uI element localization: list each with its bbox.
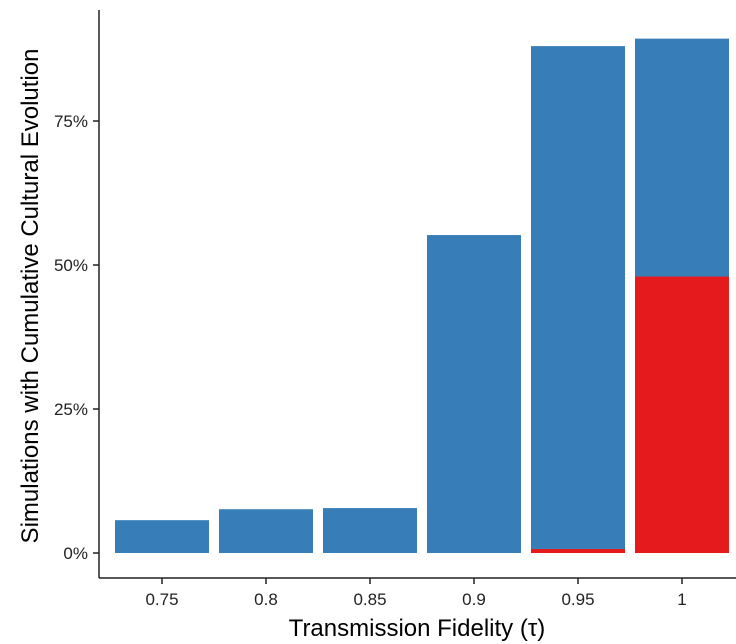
bar-segment-0.85-1 [323, 508, 417, 553]
bar-segment-1-1 [635, 38, 729, 277]
x-tick-label: 0.9 [462, 590, 486, 609]
y-tick-label: 75% [54, 112, 88, 131]
y-axis-title: Simulations with Cumulative Cultural Evo… [17, 49, 44, 544]
bars-group [115, 38, 729, 553]
y-tick-label: 0% [63, 544, 88, 563]
bar-segment-0.95-0 [531, 548, 625, 553]
y-tick-label: 25% [54, 400, 88, 419]
bar-segment-0.8-1 [219, 509, 313, 553]
bar-segment-0.75-1 [115, 520, 209, 553]
x-tick-label: 0.85 [353, 590, 386, 609]
x-tick-label: 0.8 [254, 590, 278, 609]
x-ticks-group: 0.75 0.8 0.85 0.9 0.95 1 [145, 578, 687, 609]
bar-segment-1-0 [635, 276, 729, 553]
bar-segment-0.95-1 [531, 46, 625, 549]
x-tick-label: 0.95 [561, 590, 594, 609]
x-tick-label: 1 [677, 590, 686, 609]
x-tick-label: 0.75 [145, 590, 178, 609]
bar-segment-0.9-1 [427, 235, 521, 553]
axes-group [98, 10, 736, 579]
x-axis-title: Transmission Fidelity (τ) [289, 615, 546, 642]
y-tick-label: 50% [54, 256, 88, 275]
y-ticks-group: 0% 25% 50% 75% [54, 112, 99, 563]
